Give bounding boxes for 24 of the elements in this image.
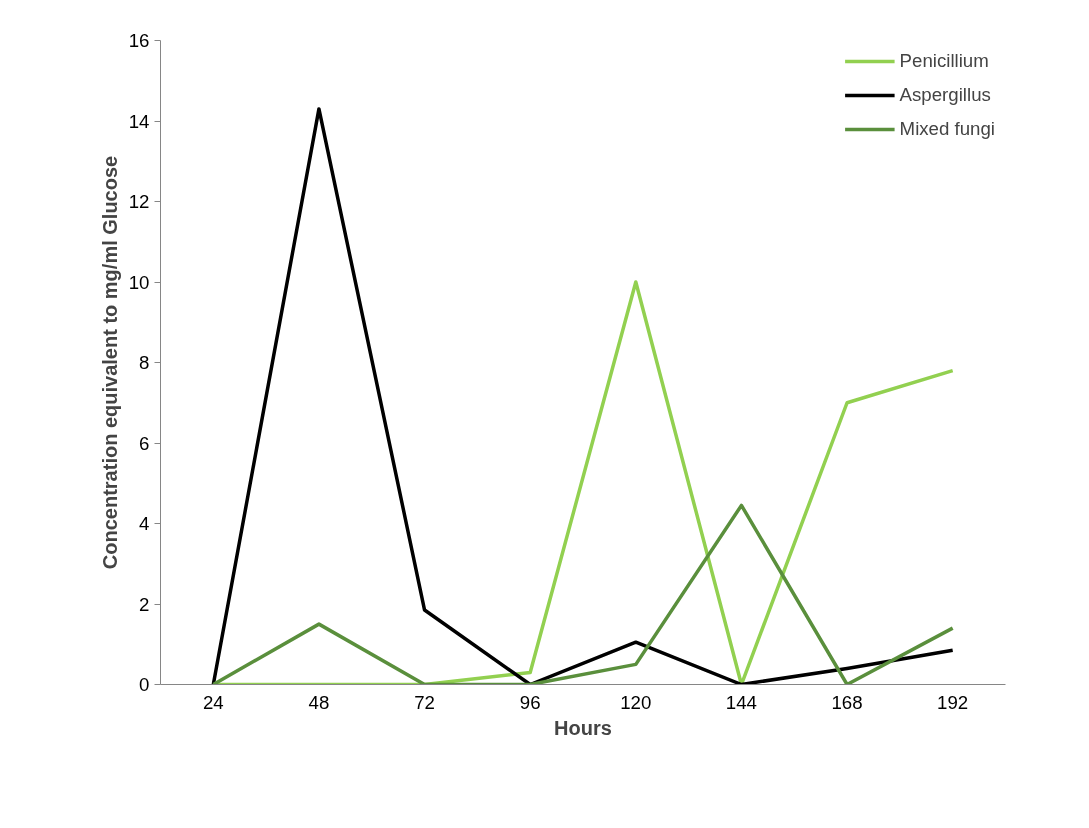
x-tick-label: 144 (725, 691, 758, 713)
line-series (211, 107, 955, 685)
y-tick-label: 14 (128, 110, 150, 132)
line-series (211, 503, 955, 685)
y-tick-label: 0 (139, 674, 150, 695)
legend-label: Aspergillus (899, 84, 991, 106)
y-axis-title: Concentration equivalent to mg/ml Glucose (98, 155, 121, 570)
y-tick-label: 6 (139, 432, 150, 454)
legend-label: Mixed fungi (899, 118, 995, 140)
x-tick-label: 192 (937, 691, 969, 713)
y-tick-label: 16 (128, 30, 150, 51)
x-tick-label: 72 (414, 691, 435, 713)
y-tick-label: 2 (139, 593, 150, 615)
x-axis-title: Hours (554, 716, 612, 739)
x-tick-label: 120 (620, 691, 652, 713)
y-tick-label: 12 (128, 191, 150, 212)
x-tick-label: 168 (831, 691, 863, 713)
y-tick-label: 8 (139, 352, 150, 373)
x-tick-label: 24 (202, 691, 224, 713)
legend-label: Penicillium (899, 50, 989, 72)
x-tick-label: 48 (308, 691, 330, 713)
y-tick-label: 10 (128, 271, 150, 293)
x-tick-label: 96 (519, 691, 541, 713)
y-tick-label: 4 (139, 513, 150, 534)
